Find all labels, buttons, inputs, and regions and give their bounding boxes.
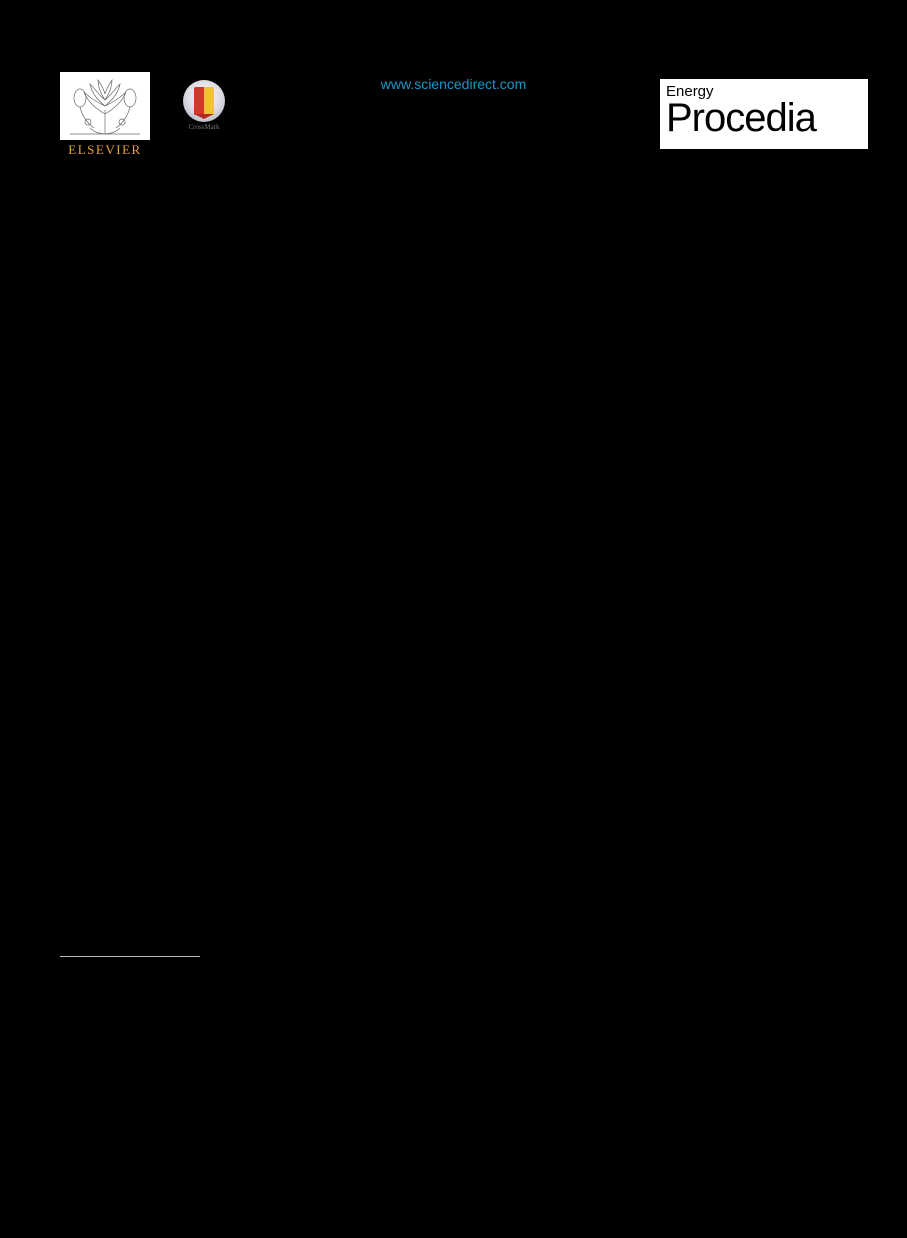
crossmark-badge[interactable]: CrossMark [178,80,230,132]
crossmark-circle-icon [183,80,225,122]
journal-box: Energy Procedia [659,78,869,150]
elsevier-wordmark: ELSEVIER [68,142,141,158]
footnote-rule [60,956,200,957]
crossmark-ribbon-icon [194,87,214,115]
crossmark-label: CrossMark [188,123,219,131]
journal-name-big: Procedia [666,98,862,138]
elsevier-tree-icon [60,72,150,140]
elsevier-logo: ELSEVIER [60,72,150,164]
page: www.sciencedirect.com [0,0,907,1238]
